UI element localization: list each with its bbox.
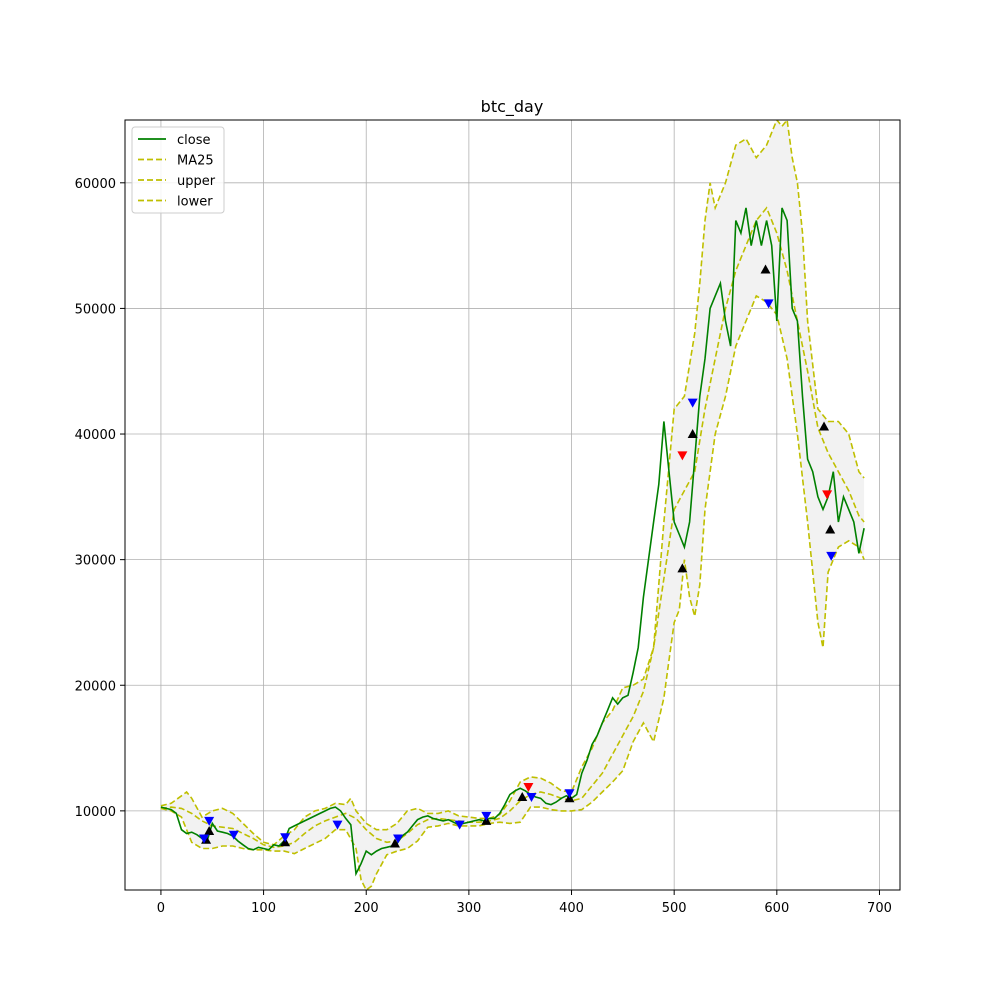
buy-signal-marker (228, 830, 239, 840)
y-tick-label: 60000 (75, 177, 116, 192)
alert-signal-marker (822, 490, 833, 500)
buy-signal-marker (687, 398, 698, 408)
sell-signal-marker (819, 421, 830, 431)
plot-frame (124, 119, 901, 891)
buy-signal-marker (454, 820, 465, 830)
buy-signal-marker (332, 820, 343, 830)
buy-signal-marker (204, 816, 215, 826)
x-tick-label: 700 (867, 901, 892, 916)
legend-label-lower: lower (177, 195, 213, 210)
sell-signal-marker (204, 825, 215, 835)
x-tick-label: 100 (251, 901, 276, 916)
alert-signal-marker (523, 782, 534, 792)
buy-signal-marker (393, 834, 404, 844)
close-series-line (160, 207, 865, 877)
y-axis: 10000 20000 30000 40000 50000 60000 (75, 177, 125, 820)
legend-label-upper: upper (177, 174, 216, 189)
x-axis: 0 100 200 300 400 500 600 700 (157, 890, 892, 916)
y-tick-label: 10000 (75, 805, 116, 820)
buy-signal-marker (763, 299, 774, 309)
sell-signal-marker (825, 524, 836, 534)
sell-signal-marker (760, 264, 771, 274)
buy-signal-marker (564, 789, 575, 799)
buy-signal-marker (199, 834, 210, 844)
buy-signal-marker (481, 811, 492, 821)
y-tick-label: 30000 (75, 554, 116, 569)
upper-series-line (160, 120, 865, 846)
sell-signal-marker (389, 838, 400, 848)
x-tick-label: 0 (157, 901, 165, 916)
legend-label-close: close (177, 133, 210, 148)
x-tick-label: 500 (662, 901, 687, 916)
x-tick-label: 300 (456, 901, 481, 916)
lower-series-line (160, 294, 865, 890)
x-tick-label: 400 (559, 901, 584, 916)
legend: close MA25 upper lower (131, 126, 225, 214)
alert-signal-marker (677, 451, 688, 461)
x-tick-label: 600 (764, 901, 789, 916)
y-tick-label: 50000 (75, 302, 116, 317)
sell-signal-marker (687, 429, 698, 439)
ma25-series-line (160, 206, 865, 849)
chart-title: btc_day (481, 97, 544, 117)
x-tick-label: 200 (354, 901, 379, 916)
y-tick-label: 40000 (75, 428, 116, 443)
buy-signal-marker (826, 551, 837, 561)
signal-markers (199, 264, 837, 848)
sell-signal-marker (677, 563, 688, 573)
buy-signal-marker (280, 833, 291, 843)
legend-box (131, 126, 225, 214)
buy-signal-marker (526, 793, 537, 803)
legend-label-ma25: MA25 (177, 154, 214, 169)
y-tick-label: 20000 (75, 679, 116, 694)
sell-signal-marker (517, 792, 528, 802)
